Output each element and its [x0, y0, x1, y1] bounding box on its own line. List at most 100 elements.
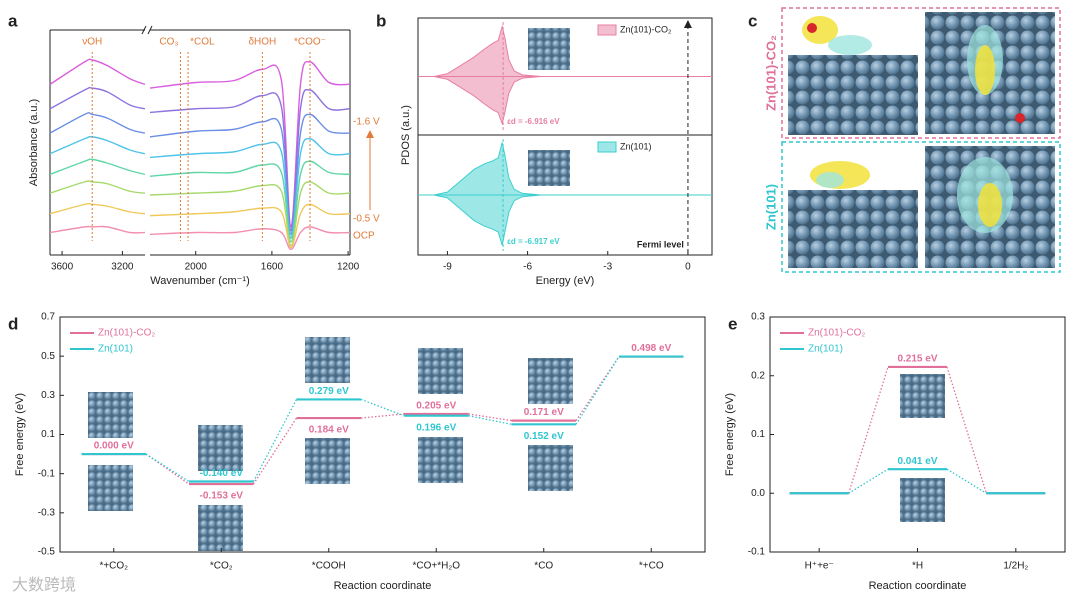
connector [468, 413, 512, 422]
dos-area [418, 194, 712, 246]
connector [848, 468, 889, 494]
legend-label: Zn(101) [620, 141, 652, 151]
spectrum-line [49, 158, 351, 243]
connector [252, 417, 298, 485]
structure-panel: Zn(101)-CO₂ Zn(101) [763, 7, 1061, 273]
connector [252, 399, 298, 482]
value-label: 0.498 eV [631, 343, 671, 354]
spectrum-line [49, 202, 351, 249]
x-tick-label: 2000 [185, 262, 208, 273]
legend-swatch [597, 24, 617, 36]
peak-label: *COO⁻ [294, 37, 326, 48]
connector [360, 413, 405, 419]
y-tick-label: 0.1 [751, 429, 765, 440]
d-band-label: εd = -6.916 eV [507, 117, 560, 126]
value-label: 0.041 eV [897, 456, 937, 467]
value-label: 0.152 eV [524, 431, 564, 442]
panel-label: b [376, 11, 386, 30]
density-blob [975, 45, 995, 95]
inset-image [900, 374, 945, 418]
axis-break [141, 25, 147, 35]
y-axis-label: Free energy (eV) [14, 393, 26, 476]
x-tick-label: -3 [603, 262, 612, 273]
axis-break [147, 25, 153, 35]
density-blob [828, 35, 872, 55]
plot-frame [59, 316, 706, 553]
x-axis-label: Reaction coordinate [334, 580, 432, 592]
inset-image [418, 437, 463, 483]
value-label: 0.205 eV [416, 401, 456, 412]
x-tick-label: -9 [443, 262, 452, 273]
density-blob [978, 183, 1002, 227]
x-axis-label: Reaction coordinate [869, 580, 967, 592]
panel-label: c [748, 11, 757, 30]
x-tick-label: 0 [685, 262, 691, 273]
peak-label: νOH [82, 37, 102, 48]
x-tick-label: *+CO [639, 561, 664, 572]
y-tick-label: -0.3 [38, 507, 56, 518]
inset-image [528, 28, 570, 70]
panel-labels: a b c d e [8, 11, 757, 333]
y-tick-label: -0.1 [38, 468, 56, 479]
y-axis-label: Free energy (eV) [724, 393, 736, 476]
y-tick-label: 0.0 [751, 488, 765, 499]
y-axis-label: Absorbance (a.u.) [28, 99, 40, 186]
watermark: 大数跨境 [12, 575, 76, 594]
connector [848, 366, 889, 494]
structure-label: Zn(101)-CO₂ [763, 35, 778, 111]
atom [1015, 113, 1025, 123]
x-tick-label: 3200 [111, 262, 134, 273]
spectrum-line [49, 225, 351, 251]
inset-image [528, 150, 570, 186]
density-blob [802, 16, 838, 44]
insets [88, 28, 945, 551]
dos-area [418, 76, 712, 126]
inset-image [305, 438, 350, 484]
peak-label: CO₃ [159, 37, 178, 48]
x-tick-label: 1600 [261, 262, 284, 273]
density-blob [816, 172, 844, 188]
x-tick-label: -6 [523, 262, 532, 273]
y-tick-label: -0.1 [748, 547, 766, 558]
slab-image [788, 190, 918, 268]
inset-image [528, 445, 573, 491]
inset-image [528, 358, 573, 404]
x-tick-label: 1200 [337, 262, 360, 273]
inset-image [198, 505, 243, 551]
legend-label: Zn(101)-CO₂ [98, 328, 155, 339]
spectrum-line [49, 135, 351, 239]
x-tick-label: 1/2H₂ [1003, 561, 1028, 572]
y-tick-label: 0.2 [751, 370, 765, 381]
value-label: 0.171 eV [524, 407, 564, 418]
d-band-label: εd = -6.917 eV [507, 237, 560, 246]
value-label: -0.153 eV [200, 491, 244, 502]
y-tick-label: 0.3 [751, 312, 765, 323]
potential-label: -1.6 V [353, 117, 380, 128]
y-tick-label: -0.5 [38, 547, 56, 558]
y-axis-label: PDOS (a.u.) [400, 105, 412, 165]
inset-image [88, 465, 133, 511]
slab-image [788, 55, 918, 135]
plot-frame [417, 17, 713, 256]
y-tick-label: 0.7 [41, 312, 55, 323]
x-tick-label: *H [912, 561, 923, 572]
inset-image [305, 337, 350, 383]
connector [946, 366, 987, 494]
legend-label: Zn(101)-CO₂ [808, 328, 865, 339]
connector [468, 415, 512, 425]
spectrum-line [49, 58, 351, 228]
legend-swatch [597, 141, 617, 153]
value-label: 0.215 eV [897, 354, 937, 365]
inset-image [418, 348, 463, 394]
inset-image [900, 478, 945, 522]
connector [946, 468, 987, 494]
atom [807, 23, 817, 33]
x-tick-label: 3600 [51, 262, 74, 273]
potential-label: OCP [353, 231, 375, 242]
x-tick-label: *COOH [312, 561, 346, 572]
spectrum-line [49, 112, 351, 236]
value-label: -0.140 eV [200, 468, 244, 479]
structure-label: Zn(101) [763, 184, 778, 230]
legend-label: Zn(101) [808, 344, 843, 355]
